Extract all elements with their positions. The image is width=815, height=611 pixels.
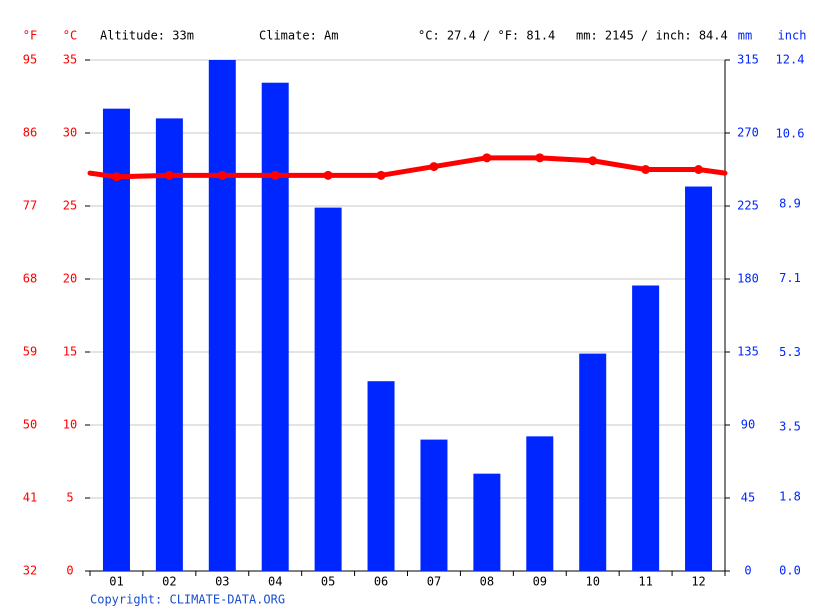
- temperature-point: [588, 156, 598, 166]
- temperature-point: [164, 170, 174, 180]
- mm-tick-label: 135: [737, 345, 759, 359]
- inch-tick-label: 12.4: [776, 53, 805, 67]
- temperature-point: [429, 162, 439, 172]
- inch-tick-label: 8.9: [779, 197, 801, 211]
- temperature-point: [323, 170, 333, 180]
- temperature-line: [116, 155, 699, 180]
- precipitation-bar: [367, 381, 395, 571]
- temperature-point: [111, 172, 121, 182]
- precipitation-summary: mm: 2145 / inch: 84.4: [576, 29, 728, 43]
- copyright: Copyright: CLIMATE-DATA.ORG: [90, 593, 285, 607]
- temperature-point: [376, 170, 386, 180]
- mm-tick-label: 45: [741, 491, 755, 505]
- precipitation-bar: [685, 186, 713, 572]
- inch-tick-label: 10.6: [776, 127, 805, 141]
- celsius-tick-label: 5: [66, 491, 73, 505]
- temperature-point: [482, 153, 492, 163]
- x-tick-label: 07: [427, 575, 441, 589]
- x-tick-label: 02: [162, 575, 176, 589]
- inch-unit: inch: [778, 29, 807, 43]
- mm-unit: mm: [738, 29, 752, 43]
- precipitation-bar: [102, 108, 130, 572]
- celsius-tick-label: 15: [63, 345, 77, 359]
- inch-tick-label: 1.8: [779, 489, 801, 503]
- inch-tick-label: 5.3: [779, 345, 801, 359]
- temperature-point: [217, 170, 227, 180]
- x-tick-label: 03: [215, 575, 229, 589]
- mm-tick-label: 0: [744, 564, 751, 578]
- inch-tick-label: 3.5: [779, 419, 801, 433]
- fahrenheit-tick-label: 41: [23, 491, 37, 505]
- celsius-tick-label: 25: [63, 199, 77, 213]
- precipitation-bar: [261, 82, 289, 571]
- fahrenheit-tick-label: 50: [23, 418, 37, 432]
- celsius-tick-label: 30: [63, 126, 77, 140]
- mm-tick-label: 225: [737, 199, 759, 213]
- celsius-tick-label: 35: [63, 53, 77, 67]
- temperature-point: [270, 170, 280, 180]
- precipitation-bar: [632, 285, 660, 571]
- fahrenheit-tick-label: 68: [23, 272, 37, 286]
- precipitation-bar: [155, 118, 183, 572]
- precipitation-bar: [420, 439, 448, 571]
- fahrenheit-tick-label: 77: [23, 199, 37, 213]
- mm-tick-label: 270: [737, 126, 759, 140]
- inch-tick-label: 7.1: [779, 271, 801, 285]
- fahrenheit-tick-label: 32: [23, 564, 37, 578]
- x-tick-label: 11: [638, 575, 652, 589]
- x-tick-label: 04: [268, 575, 282, 589]
- climate: Climate: Am: [259, 29, 338, 43]
- celsius-tick-label: 10: [63, 418, 77, 432]
- fahrenheit-unit: °F: [23, 29, 37, 43]
- precipitation-bar: [314, 207, 342, 571]
- mm-tick-label: 315: [737, 53, 759, 67]
- inch-tick-label: 0.0: [779, 564, 801, 578]
- precipitation-bar: [579, 353, 607, 571]
- altitude: Altitude: 33m: [100, 29, 194, 43]
- temperature-point: [694, 165, 704, 174]
- x-tick-label: 08: [480, 575, 494, 589]
- mm-tick-label: 180: [737, 272, 759, 286]
- celsius-unit: °C: [63, 29, 77, 43]
- temperature-point: [641, 165, 651, 174]
- fahrenheit-tick-label: 86: [23, 126, 37, 140]
- celsius-tick-label: 20: [63, 272, 77, 286]
- temperature-point: [535, 153, 545, 163]
- x-tick-label: 06: [374, 575, 388, 589]
- temperature-summary: °C: 27.4 / °F: 81.4: [418, 29, 555, 43]
- x-tick-label: 05: [321, 575, 335, 589]
- precipitation-bar: [526, 436, 554, 571]
- x-tick-label: 09: [533, 575, 547, 589]
- fahrenheit-tick-label: 59: [23, 345, 37, 359]
- celsius-tick-label: 0: [66, 564, 73, 578]
- precipitation-bar: [473, 473, 501, 571]
- fahrenheit-tick-label: 95: [23, 53, 37, 67]
- x-tick-label: 12: [691, 575, 705, 589]
- x-tick-label: 01: [109, 575, 123, 589]
- mm-tick-label: 90: [741, 418, 755, 432]
- precipitation-bar: [208, 60, 236, 571]
- x-tick-label: 10: [585, 575, 599, 589]
